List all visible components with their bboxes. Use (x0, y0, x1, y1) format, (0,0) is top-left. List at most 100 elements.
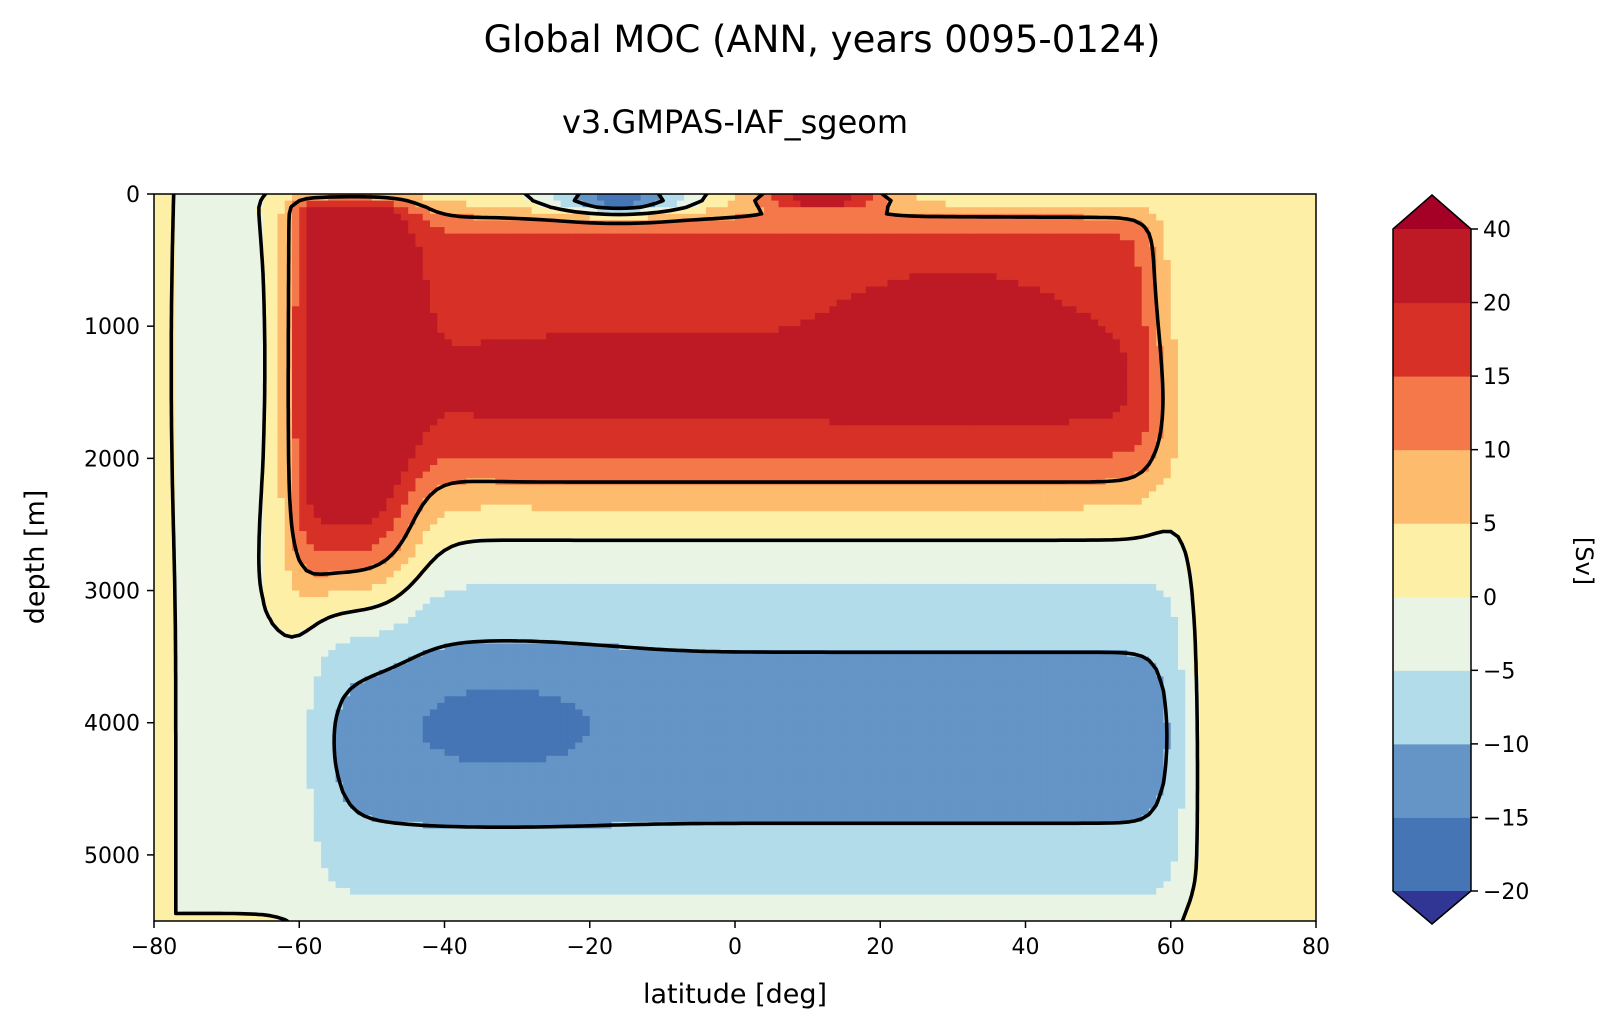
contour-fill-cell (270, 299, 279, 307)
contour-fill-cell (400, 220, 409, 228)
contour-fill-cell (727, 332, 736, 340)
contour-fill-cell (1163, 286, 1172, 294)
contour-fill-cell (546, 194, 555, 202)
contour-fill-cell (386, 207, 395, 215)
contour-fill-cell (161, 352, 170, 360)
contour-fill-cell (1214, 372, 1223, 380)
contour-fill-cell (1279, 385, 1288, 393)
contour-fill-cell (618, 312, 627, 321)
contour-fill-cell (800, 207, 809, 215)
contour-fill-cell (204, 293, 213, 301)
contour-fill-cell (502, 359, 511, 367)
contour-fill-cell (582, 346, 591, 354)
contour-fill-cell (313, 319, 322, 327)
contour-fill-cell (422, 246, 431, 255)
contour-fill-cell (945, 312, 954, 321)
contour-fill-cell (531, 379, 540, 387)
contour-fill-cell (822, 312, 831, 321)
contour-fill-cell (1054, 392, 1063, 400)
contour-fill-cell (567, 319, 576, 327)
contour-fill-cell (778, 227, 787, 235)
contour-fill-cell (894, 372, 903, 380)
contour-fill-cell (1098, 299, 1106, 307)
contour-fill-cell (386, 306, 395, 314)
contour-fill-cell (1214, 207, 1223, 215)
contour-fill-cell (248, 346, 257, 354)
contour-fill-cell (713, 346, 722, 354)
contour-fill-cell (560, 200, 569, 208)
contour-fill-cell (1010, 352, 1019, 360)
contour-fill-cell (851, 346, 860, 354)
contour-fill-cell (1003, 260, 1012, 268)
contour-fill-cell (1286, 233, 1295, 241)
contour-fill-cell (996, 279, 1005, 288)
contour-fill-cell (1148, 286, 1157, 294)
contour-fill-cell (785, 240, 794, 248)
contour-fill-cell (705, 385, 714, 393)
contour-fill-cell (393, 392, 402, 400)
contour-fill-cell (1090, 200, 1099, 208)
contour-fill-cell (887, 286, 896, 294)
contour-fill-cell (1098, 306, 1106, 314)
contour-fill-cell (713, 385, 722, 393)
contour-fill-cell (1265, 332, 1274, 340)
contour-fill-cell (1192, 279, 1201, 288)
contour-fill-cell (604, 213, 613, 222)
contour-fill-cell (248, 279, 257, 288)
contour-fill-cell (480, 299, 489, 307)
contour-fill-cell (611, 266, 620, 274)
contour-fill-cell (822, 379, 831, 387)
contour-fill-cell (626, 260, 634, 268)
contour-fill-cell (306, 273, 315, 281)
contour-fill-cell (175, 319, 184, 327)
contour-fill-cell (938, 365, 947, 374)
contour-fill-cell (735, 359, 743, 367)
contour-fill-cell (582, 352, 591, 360)
contour-fill-cell (277, 260, 286, 268)
contour-fill-cell (1090, 266, 1099, 274)
contour-fill-cell (255, 326, 264, 334)
contour-fill-cell (640, 326, 649, 334)
contour-fill-cell (1119, 273, 1128, 281)
contour-fill-cell (684, 227, 693, 235)
contour-fill-cell (1185, 253, 1194, 261)
contour-fill-cell (749, 379, 758, 387)
contour-fill-cell (1192, 286, 1201, 294)
contour-fill-cell (793, 266, 801, 274)
contour-fill-cell (967, 359, 976, 367)
contour-fill-cell (952, 246, 961, 255)
contour-fill-cell (1112, 253, 1121, 261)
contour-fill-cell (350, 279, 358, 288)
contour-fill-cell (1047, 312, 1056, 321)
contour-fill-cell (386, 200, 395, 208)
contour-fill-cell (1119, 279, 1128, 288)
contour-fill-cell (1257, 365, 1266, 374)
contour-fill-cell (858, 306, 867, 314)
contour-fill-cell (967, 273, 976, 281)
contour-fill-cell (589, 365, 598, 374)
contour-fill-cell (640, 332, 649, 340)
contour-fill-cell (923, 326, 932, 334)
contour-fill-cell (793, 213, 801, 222)
contour-fill-cell (1054, 293, 1063, 301)
contour-fill-cell (880, 253, 889, 261)
contour-fill-cell (851, 200, 860, 208)
contour-fill-cell (669, 365, 678, 374)
contour-fill-cell (451, 279, 460, 288)
contour-fill-cell (676, 233, 685, 241)
contour-fill-cell (1083, 200, 1092, 208)
contour-fill-cell (1040, 279, 1048, 288)
contour-fill-cell (938, 240, 947, 248)
contour-fill-cell (698, 319, 707, 327)
contour-fill-cell (960, 312, 968, 321)
contour-fill-cell (408, 359, 417, 367)
contour-fill-cell (1090, 227, 1099, 235)
contour-fill-cell (262, 326, 271, 334)
contour-fill-cell (793, 293, 801, 301)
contour-fill-cell (175, 346, 184, 354)
contour-fill-cell (960, 273, 968, 281)
contour-fill-cell (836, 385, 845, 393)
contour-fill-cell (473, 346, 482, 354)
contour-fill-cell (509, 312, 518, 321)
contour-fill-cell (567, 379, 576, 387)
